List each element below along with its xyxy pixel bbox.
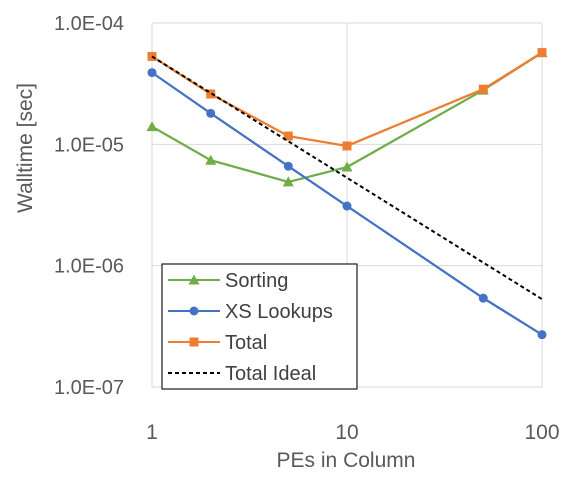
legend-label: Total Ideal: [225, 363, 316, 385]
x-axis-label: PEs in Column: [277, 449, 416, 472]
square-marker: [537, 48, 547, 58]
square-marker: [206, 89, 216, 99]
circle-marker: [283, 161, 293, 171]
y-tick-label: 1.0E-04: [54, 13, 124, 35]
square-marker: [478, 84, 488, 94]
legend-item: Total: [168, 332, 267, 354]
circle-marker: [206, 108, 216, 118]
legend-item: Sorting: [168, 270, 288, 292]
legend: Sorting XS Lookups Total Total Ideal: [161, 263, 358, 390]
legend-item: XS Lookups: [168, 301, 333, 323]
triangle-marker: [146, 121, 158, 132]
circle-marker: [478, 293, 488, 303]
triangle-marker: [205, 154, 217, 165]
series-xs-lookups: [147, 68, 547, 340]
series-line: [151, 71, 543, 336]
circle-marker: [537, 330, 547, 340]
y-tick-label: 1.0E-07: [54, 377, 124, 399]
square-marker: [189, 337, 199, 347]
circle-marker: [342, 201, 352, 211]
axis-layer: 1.0E-07 1.0E-06 1.0E-05 1.0E-04 1 10 100: [54, 13, 560, 444]
y-tick-label: 1.0E-05: [54, 134, 124, 156]
triangle-marker: [341, 161, 353, 172]
circle-marker: [147, 68, 157, 78]
x-tick-label: 100: [524, 421, 559, 444]
triangle-marker: [282, 176, 294, 187]
legend-label: Total: [225, 332, 267, 354]
legend-label: Sorting: [225, 270, 288, 292]
x-tick-label: 10: [335, 421, 358, 444]
y-axis-label: Walltime [sec]: [14, 83, 37, 213]
x-tick-label: 1: [146, 421, 158, 444]
square-marker: [342, 141, 352, 151]
square-marker: [283, 131, 293, 141]
legend-label: XS Lookups: [225, 301, 333, 323]
legend-box: [161, 263, 358, 390]
series-layer: [146, 47, 548, 340]
y-tick-label: 1.0E-06: [54, 256, 124, 278]
legend-item: Total Ideal: [168, 363, 316, 385]
circle-marker: [189, 306, 199, 316]
triangle-marker: [188, 274, 200, 285]
